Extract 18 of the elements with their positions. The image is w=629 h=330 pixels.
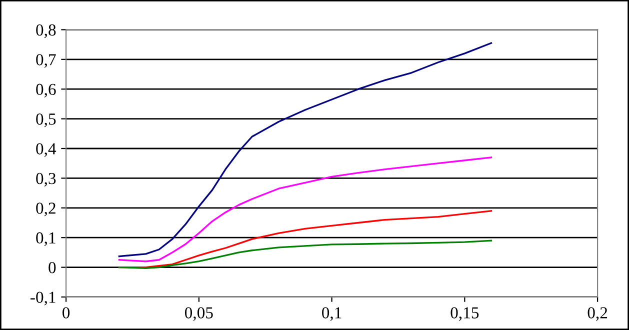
x-tick-label: 0,05: [184, 307, 213, 321]
y-tick-label: 0,8: [36, 24, 56, 38]
y-tick-label: 0,2: [36, 202, 56, 216]
y-tick-label: -0,1: [30, 292, 56, 306]
line-series: [118, 240, 492, 270]
y-tick-label: 0,7: [36, 54, 56, 68]
line-series: [118, 156, 492, 262]
y-tick-label: 0,1: [36, 232, 56, 246]
x-tick-label: 0,1: [322, 307, 342, 321]
x-tick-label: 0,2: [588, 307, 608, 321]
x-tick-label: 0,15: [450, 307, 479, 321]
y-tick-label: 0,5: [36, 114, 56, 128]
y-tick-label: 0: [48, 262, 56, 274]
y-tick-label: 0,4: [36, 143, 56, 157]
y-tick-label: 0,6: [36, 84, 56, 98]
x-tick-label: 0: [62, 307, 70, 318]
line-series: [118, 42, 492, 258]
y-tick-label: 0,3: [36, 172, 56, 187]
